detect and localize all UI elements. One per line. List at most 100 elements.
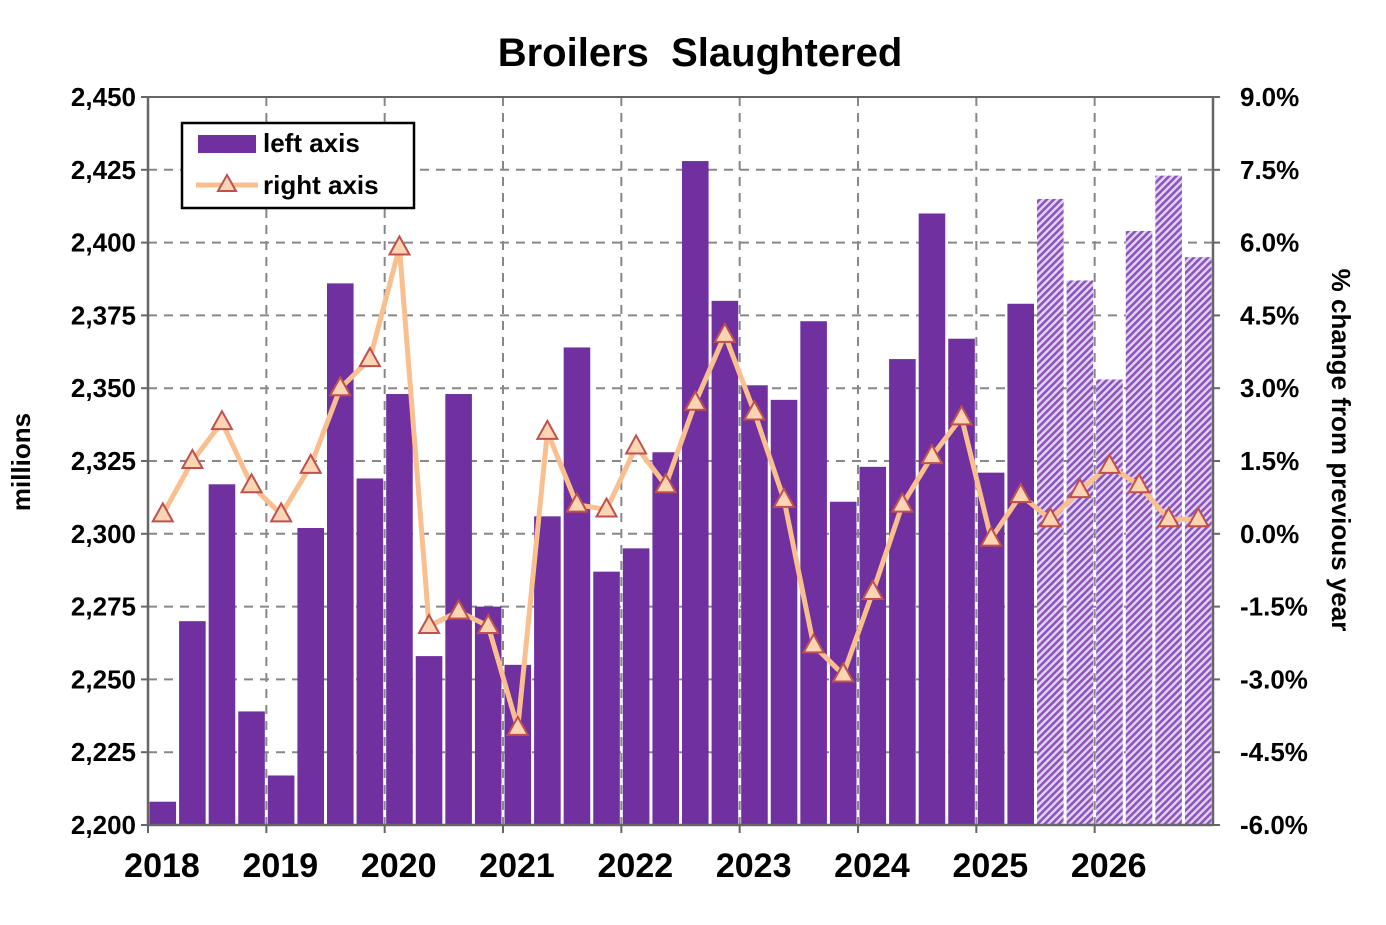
line-point-marker	[476, 612, 500, 635]
line-point-marker	[890, 491, 915, 513]
y2-tick-label: 4.5%	[1240, 300, 1299, 330]
y-tick-label: 2,400	[71, 228, 136, 258]
bar	[800, 321, 827, 825]
bar	[149, 801, 177, 825]
line-point-marker	[358, 346, 382, 368]
line-point-marker	[1156, 506, 1181, 528]
y-tick-label: 2,275	[71, 592, 136, 622]
line-point-marker	[594, 496, 619, 518]
y2-tick-label: 3.0%	[1240, 373, 1299, 403]
x-tick-label: 2019	[243, 847, 319, 885]
legend-bar-swatch	[198, 135, 256, 153]
line-point-marker	[417, 612, 441, 635]
y-tick-label: 2,325	[71, 446, 136, 476]
bar	[208, 484, 236, 825]
bar	[889, 359, 916, 825]
line-point-marker	[239, 472, 264, 494]
line-point-marker	[299, 452, 323, 474]
x-tick-label: 2024	[834, 847, 910, 885]
line-point-marker	[1186, 506, 1210, 528]
bar	[593, 571, 620, 825]
line-point-marker	[1127, 472, 1151, 494]
bar	[711, 300, 739, 826]
y2-axis-label: % change from previous year	[1326, 269, 1356, 632]
bar	[652, 452, 679, 825]
y2-tick-label: -6.0%	[1240, 810, 1308, 840]
forecast-bar	[1096, 379, 1123, 825]
y-tick-label: 2,200	[71, 810, 136, 840]
bar	[918, 213, 946, 826]
y-tick-label: 2,350	[71, 373, 136, 403]
y2-tick-label: 1.5%	[1240, 446, 1299, 476]
bar	[622, 548, 650, 825]
y-tick-label: 2,450	[71, 82, 136, 112]
line-point-marker	[387, 234, 412, 256]
axes: 2,200 2,225 2,250 2,275 2,300 2,325 2,350 2,375…	[71, 82, 1308, 885]
line-point-marker	[861, 578, 885, 601]
x-tick-label: 2025	[953, 847, 1029, 885]
chart-title: Broilers Slaughtered	[498, 31, 903, 75]
x-tick-label: 2021	[479, 847, 555, 885]
bar	[859, 466, 887, 825]
bar	[1007, 303, 1034, 825]
line-point-marker	[831, 661, 855, 683]
y-tick-label: 2,375	[71, 300, 136, 330]
line-point-marker	[180, 447, 205, 469]
y2-tick-label: 9.0%	[1240, 82, 1299, 112]
line-point-marker	[713, 321, 737, 343]
y2-tick-label: -3.0%	[1240, 664, 1308, 694]
line-point-marker	[920, 443, 944, 465]
line-point-marker	[1009, 481, 1033, 503]
bar-series	[149, 161, 1212, 826]
bar	[238, 711, 265, 825]
bar	[534, 516, 561, 825]
bar	[386, 394, 413, 825]
line-point-marker	[210, 409, 234, 431]
bar	[179, 621, 206, 825]
line-point-marker	[565, 491, 589, 513]
forecast-bar	[1155, 175, 1182, 825]
bar	[682, 161, 709, 826]
line-point-marker	[624, 433, 648, 455]
x-tick-label: 2020	[361, 847, 437, 885]
bar	[356, 478, 384, 825]
forecast-bar	[1125, 230, 1153, 825]
forecast-bar	[1184, 257, 1212, 825]
y2-tick-label: -4.5%	[1240, 737, 1308, 767]
legend-label-left-axis: left axis	[263, 128, 360, 158]
bar	[327, 283, 354, 825]
bar	[770, 399, 798, 825]
bar	[297, 527, 324, 825]
y-tick-label: 2,300	[71, 519, 136, 549]
x-tick-label: 2018	[124, 847, 200, 885]
y2-tick-label: -1.5%	[1240, 592, 1308, 622]
forecast-bar	[1066, 280, 1094, 825]
x-tick-label: 2023	[716, 847, 792, 885]
line-point-marker	[328, 375, 352, 397]
line-point-marker	[269, 501, 293, 523]
x-tick-label: 2022	[598, 847, 674, 885]
line-series	[151, 234, 1210, 736]
y-tick-label: 2,225	[71, 737, 136, 767]
legend: left axis right axis	[180, 121, 416, 210]
x-tick-label: 2026	[1071, 847, 1147, 885]
line-point-marker	[772, 486, 796, 508]
line-point-marker	[1038, 506, 1062, 528]
y-tick-label: 2,425	[71, 155, 136, 185]
legend-triangle-marker	[216, 172, 238, 192]
line-point-marker	[446, 598, 471, 620]
bar	[267, 775, 295, 825]
gridlines	[148, 97, 1213, 825]
line-point-marker	[654, 472, 678, 494]
line-point-marker	[683, 389, 707, 411]
line-point-marker	[979, 525, 1003, 547]
line-point-marker	[506, 714, 530, 736]
bar	[415, 656, 443, 825]
y2-tick-label: 6.0%	[1240, 228, 1299, 258]
line-point-marker	[1097, 452, 1122, 474]
y2-tick-label: 7.5%	[1240, 155, 1299, 185]
y-tick-label: 2,250	[71, 664, 136, 694]
bar	[563, 347, 591, 825]
y2-tick-label: 0.0%	[1240, 519, 1299, 549]
